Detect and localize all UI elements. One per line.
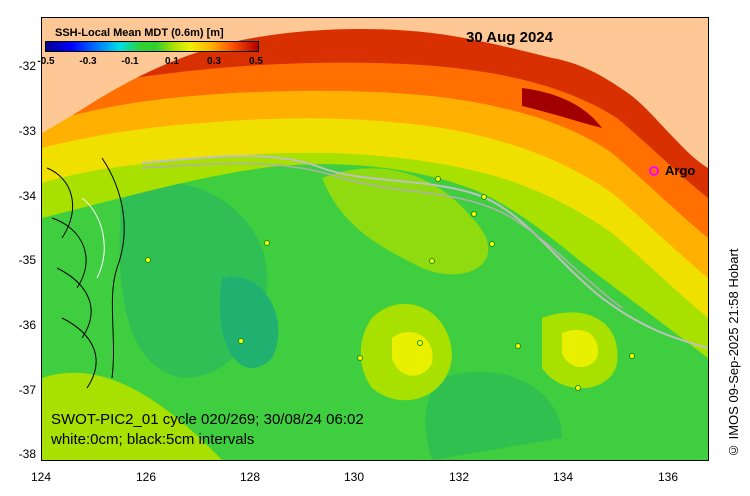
- contour-lines: [46, 167, 97, 389]
- warm-core: [522, 88, 602, 128]
- x-tick-label: 128: [239, 470, 261, 484]
- y-tick-label: -32: [18, 59, 36, 73]
- float-marker[interactable]: [489, 241, 495, 247]
- x-tick-label: 124: [30, 470, 52, 484]
- warm-band-red: [42, 18, 708, 198]
- x-tick-label: 130: [343, 470, 365, 484]
- land-area: [42, 18, 708, 168]
- colorbar-tick: -0.1: [121, 56, 139, 67]
- float-markers: [145, 176, 635, 391]
- central-yellow-green: [322, 168, 489, 275]
- float-marker[interactable]: [575, 385, 581, 391]
- y-tick-label: -35: [18, 253, 36, 267]
- caption-contours: white:0cm; black:5cm intervals: [51, 431, 255, 448]
- credit-text: © IMOS 09-Sep-2025 21:58 Hobart: [726, 248, 741, 458]
- float-marker[interactable]: [629, 353, 635, 359]
- map-date: 30 Aug 2024: [466, 29, 553, 46]
- colorbar: [45, 41, 259, 52]
- low-anomaly-south: [425, 371, 562, 460]
- float-marker[interactable]: [471, 211, 477, 217]
- caption-swot: SWOT-PIC2_01 cycle 020/269; 30/08/24 06:…: [51, 411, 364, 428]
- shelf-break-line: [141, 155, 708, 349]
- float-marker[interactable]: [435, 176, 441, 182]
- low-anomaly-core: [220, 276, 279, 369]
- ssh-map[interactable]: [41, 17, 709, 461]
- x-tick-label: 132: [448, 470, 470, 484]
- colorbar-tick: -0.5: [37, 56, 55, 67]
- ssh-map-field: [42, 18, 708, 460]
- x-tick-label: 134: [552, 470, 574, 484]
- argo-marker-icon: [649, 166, 659, 176]
- y-tick-label: -38: [18, 447, 36, 461]
- y-tick-label: -33: [18, 124, 36, 138]
- southwest-yellow-band: [42, 372, 222, 460]
- float-marker[interactable]: [145, 257, 151, 263]
- colorbar-tick: 0.5: [249, 56, 263, 67]
- y-tick-label: -36: [18, 318, 36, 332]
- float-marker[interactable]: [357, 355, 363, 361]
- colorbar-tick: 0.1: [165, 56, 179, 67]
- float-marker[interactable]: [515, 343, 521, 349]
- y-tick-label: -37: [18, 383, 36, 397]
- shelf-break-line-2: [141, 162, 623, 309]
- colorbar-tick: -0.3: [79, 56, 97, 67]
- colorbar-tick: 0.3: [207, 56, 221, 67]
- argo-label: Argo: [665, 163, 696, 178]
- y-tick-label: -34: [18, 189, 36, 203]
- float-marker[interactable]: [264, 240, 270, 246]
- float-marker[interactable]: [429, 258, 435, 264]
- high-anomaly-east-core: [562, 329, 598, 368]
- zero-contour: [81, 197, 105, 279]
- float-marker[interactable]: [417, 340, 423, 346]
- x-tick-label: 136: [657, 470, 679, 484]
- float-marker[interactable]: [481, 194, 487, 200]
- contour-line-b: [101, 157, 125, 379]
- float-marker[interactable]: [238, 338, 244, 344]
- colorbar-title: SSH-Local Mean MDT (0.6m) [m]: [55, 27, 224, 39]
- x-tick-label: 126: [135, 470, 157, 484]
